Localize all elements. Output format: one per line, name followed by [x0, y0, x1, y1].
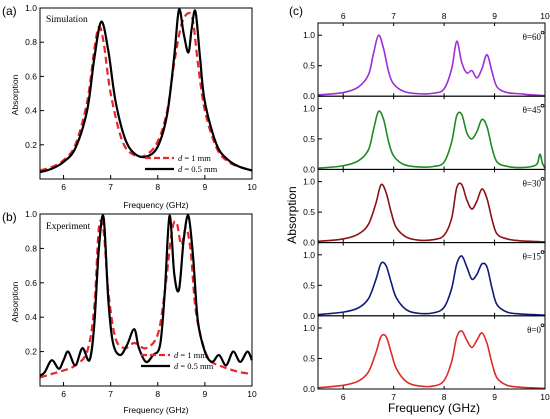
- panel-b-series: [39, 214, 254, 379]
- panel-c-xtick-label-top: 6: [341, 11, 346, 21]
- panel-b-ytick-label: 0.6: [25, 278, 37, 288]
- panel-c-degree-mark-0: [540, 323, 545, 328]
- panel-c-subplot-frame-30: [317, 168, 546, 244]
- panel-c-subplot-frame-45: [317, 95, 546, 170]
- panel-a-ytick-label: 1.0: [25, 3, 37, 13]
- panel-b-ytick-label: 0.2: [25, 347, 37, 357]
- panel-c-xtick-label-top: 9: [492, 11, 497, 21]
- panel-c-series-theta-15: [317, 255, 546, 316]
- panel-c-subplot-frame-15: [317, 242, 546, 317]
- panel-c-angle-label-30: θ=30: [523, 178, 542, 188]
- panel-c-series-theta-60: [317, 34, 546, 97]
- panel-b-ytick-label: 1.0: [25, 209, 37, 219]
- panel-a-title: Simulation: [46, 15, 88, 25]
- panel-a-ytick-label: 0.4: [25, 106, 37, 116]
- panel-c-ytick-label: 0.0: [303, 91, 315, 101]
- panel-b-title: Experiment: [46, 222, 91, 232]
- panel-b-xtick-label: 6: [61, 389, 66, 399]
- panel-c-subplot-frame-0: [317, 315, 546, 390]
- panel-b-series-d-1mm: [39, 219, 253, 379]
- panel-a-xtick-label: 8: [155, 182, 160, 192]
- panel-b-xtick-label: 10: [247, 389, 257, 399]
- panel-c-series-theta-45: [317, 110, 546, 169]
- panel-c-degree-mark-15: [540, 250, 545, 254]
- panel-c-xtick-label-bottom: 7: [391, 392, 396, 402]
- legend-a-label-dashed: d = 1 mm: [178, 153, 211, 163]
- panel-c-xlabel: Frequency (GHz): [388, 401, 480, 415]
- panel-b-ytick-label: 0.4: [25, 312, 37, 322]
- panel-c-degree-mark-45: [540, 103, 545, 108]
- panel-c-ytick-label: 0.0: [303, 238, 315, 248]
- panel-c-ytick-label: 0.5: [303, 61, 315, 71]
- panel-c-label: (c): [289, 4, 303, 18]
- panel-a-xlabel: Frequency (GHz): [123, 200, 188, 210]
- panel-b-ytick-label: 0.8: [25, 243, 37, 253]
- panel-c-ticks: 0.0 0.5 1.0 0.0 0.5 1.0 0.0 0.5 1.0 0.0 0.5 1.0 0.0 0…: [303, 11, 550, 402]
- panel-c-xtick-label-bottom: 8: [442, 392, 447, 402]
- panel-c-ytick-label: 0.0: [303, 311, 315, 321]
- panel-b-xtick-label: 8: [155, 389, 160, 399]
- panel-c-ytick-label: 1.0: [303, 30, 315, 40]
- panel-c-ylabel: Absorption: [285, 186, 299, 243]
- panel-c-angle-label-15: θ=15: [523, 252, 542, 262]
- panel-c-ytick-label: 0.0: [303, 384, 315, 394]
- panel-c-angle-label-0: θ=0: [527, 325, 541, 335]
- panel-a-frame: [39, 7, 253, 180]
- panel-c-series-theta-30: [317, 182, 546, 243]
- panel-c-xtick-label-bottom: 10: [540, 392, 550, 402]
- panel-c-xtick-label-top: 7: [391, 11, 396, 21]
- panel-c-ytick-label: 0.5: [303, 207, 315, 217]
- panel-a-xtick-label: 9: [203, 182, 208, 192]
- panel-b-label: (b): [2, 210, 17, 224]
- panel-a-ytick-label: 0.6: [25, 71, 37, 81]
- panel-c-ytick-label: 0.5: [303, 134, 315, 144]
- panel-c-xtick-label-top: 10: [540, 11, 550, 21]
- panel-a-label: (a): [2, 4, 17, 18]
- panel-a-xtick-label: 10: [247, 182, 257, 192]
- panel-b-ticks: 6 7 8 9 10 0.2 0.4 0.6 0.8 1.0: [25, 209, 257, 399]
- panel-b-xlabel: Frequency (GHz): [123, 405, 188, 415]
- panel-a-xtick-label: 7: [108, 182, 113, 192]
- panel-c-angle-label-60: θ=60: [523, 32, 542, 42]
- panel-b-ylabel: Absorption: [10, 281, 20, 322]
- panel-c-xtick-label-bottom: 6: [341, 392, 346, 402]
- panel-b-frame: [39, 213, 253, 387]
- panel-a-series-d-1mm: [39, 11, 253, 172]
- panel-b-xtick-label: 7: [108, 389, 113, 399]
- panel-b-xtick-label: 9: [203, 389, 208, 399]
- panel-c-angle-label-45: θ=45: [523, 105, 542, 115]
- panel-c-subplot-frame-60: [317, 22, 546, 97]
- panel-c-ytick-label: 0.5: [303, 280, 315, 290]
- panel-c-angles: θ=60 θ=45 θ=30 θ=15 θ=0: [523, 30, 545, 335]
- panel-a-xtick-label: 6: [61, 182, 66, 192]
- panel-a-ytick-label: 0.2: [25, 140, 37, 150]
- panel-c-ytick-label: 0.5: [303, 354, 315, 364]
- panel-b: (b) Absorption Frequency (GHz) Experimen…: [2, 209, 257, 415]
- panel-c-ytick-label: 1.0: [303, 177, 315, 187]
- panel-b-series-d-0-5mm: [39, 214, 254, 377]
- panel-a-ylabel: Absorption: [10, 74, 20, 115]
- panel-c-degree-mark-60: [540, 30, 545, 35]
- panel-b-legend: d = 1 mm d = 0.5 mm: [141, 350, 214, 371]
- legend-b-label-solid: d = 0.5 mm: [174, 361, 214, 371]
- panel-c-series: [317, 34, 546, 390]
- panel-c-ytick-label: 1.0: [303, 103, 315, 113]
- panel-c-degree-mark-30: [540, 177, 545, 181]
- legend-b-label-dashed: d = 1 mm: [174, 350, 207, 360]
- panel-a: (a) Absorption Frequency (GHz) Simulatio…: [2, 3, 257, 210]
- panel-c-ytick-label: 0.0: [303, 164, 315, 174]
- panel-c-ytick-label: 1.0: [303, 323, 315, 333]
- panel-c-xtick-label-top: 8: [442, 11, 447, 21]
- panel-c-xtick-label-bottom: 9: [492, 392, 497, 402]
- panel-c: (c) Absorption Frequency (GHz) 0.0 0.5 1.0…: [285, 4, 550, 415]
- panel-a-series: [39, 8, 253, 174]
- panel-a-series-d-0-5mm: [39, 8, 253, 174]
- panel-c-frames: [317, 22, 546, 390]
- panel-a-legend: d = 1 mm d = 0.5 mm: [145, 153, 218, 174]
- panel-c-series-theta-0: [317, 330, 546, 390]
- panel-c-ytick-label: 1.0: [303, 250, 315, 260]
- legend-a-label-solid: d = 0.5 mm: [178, 164, 218, 174]
- panel-a-ytick-label: 0.8: [25, 37, 37, 47]
